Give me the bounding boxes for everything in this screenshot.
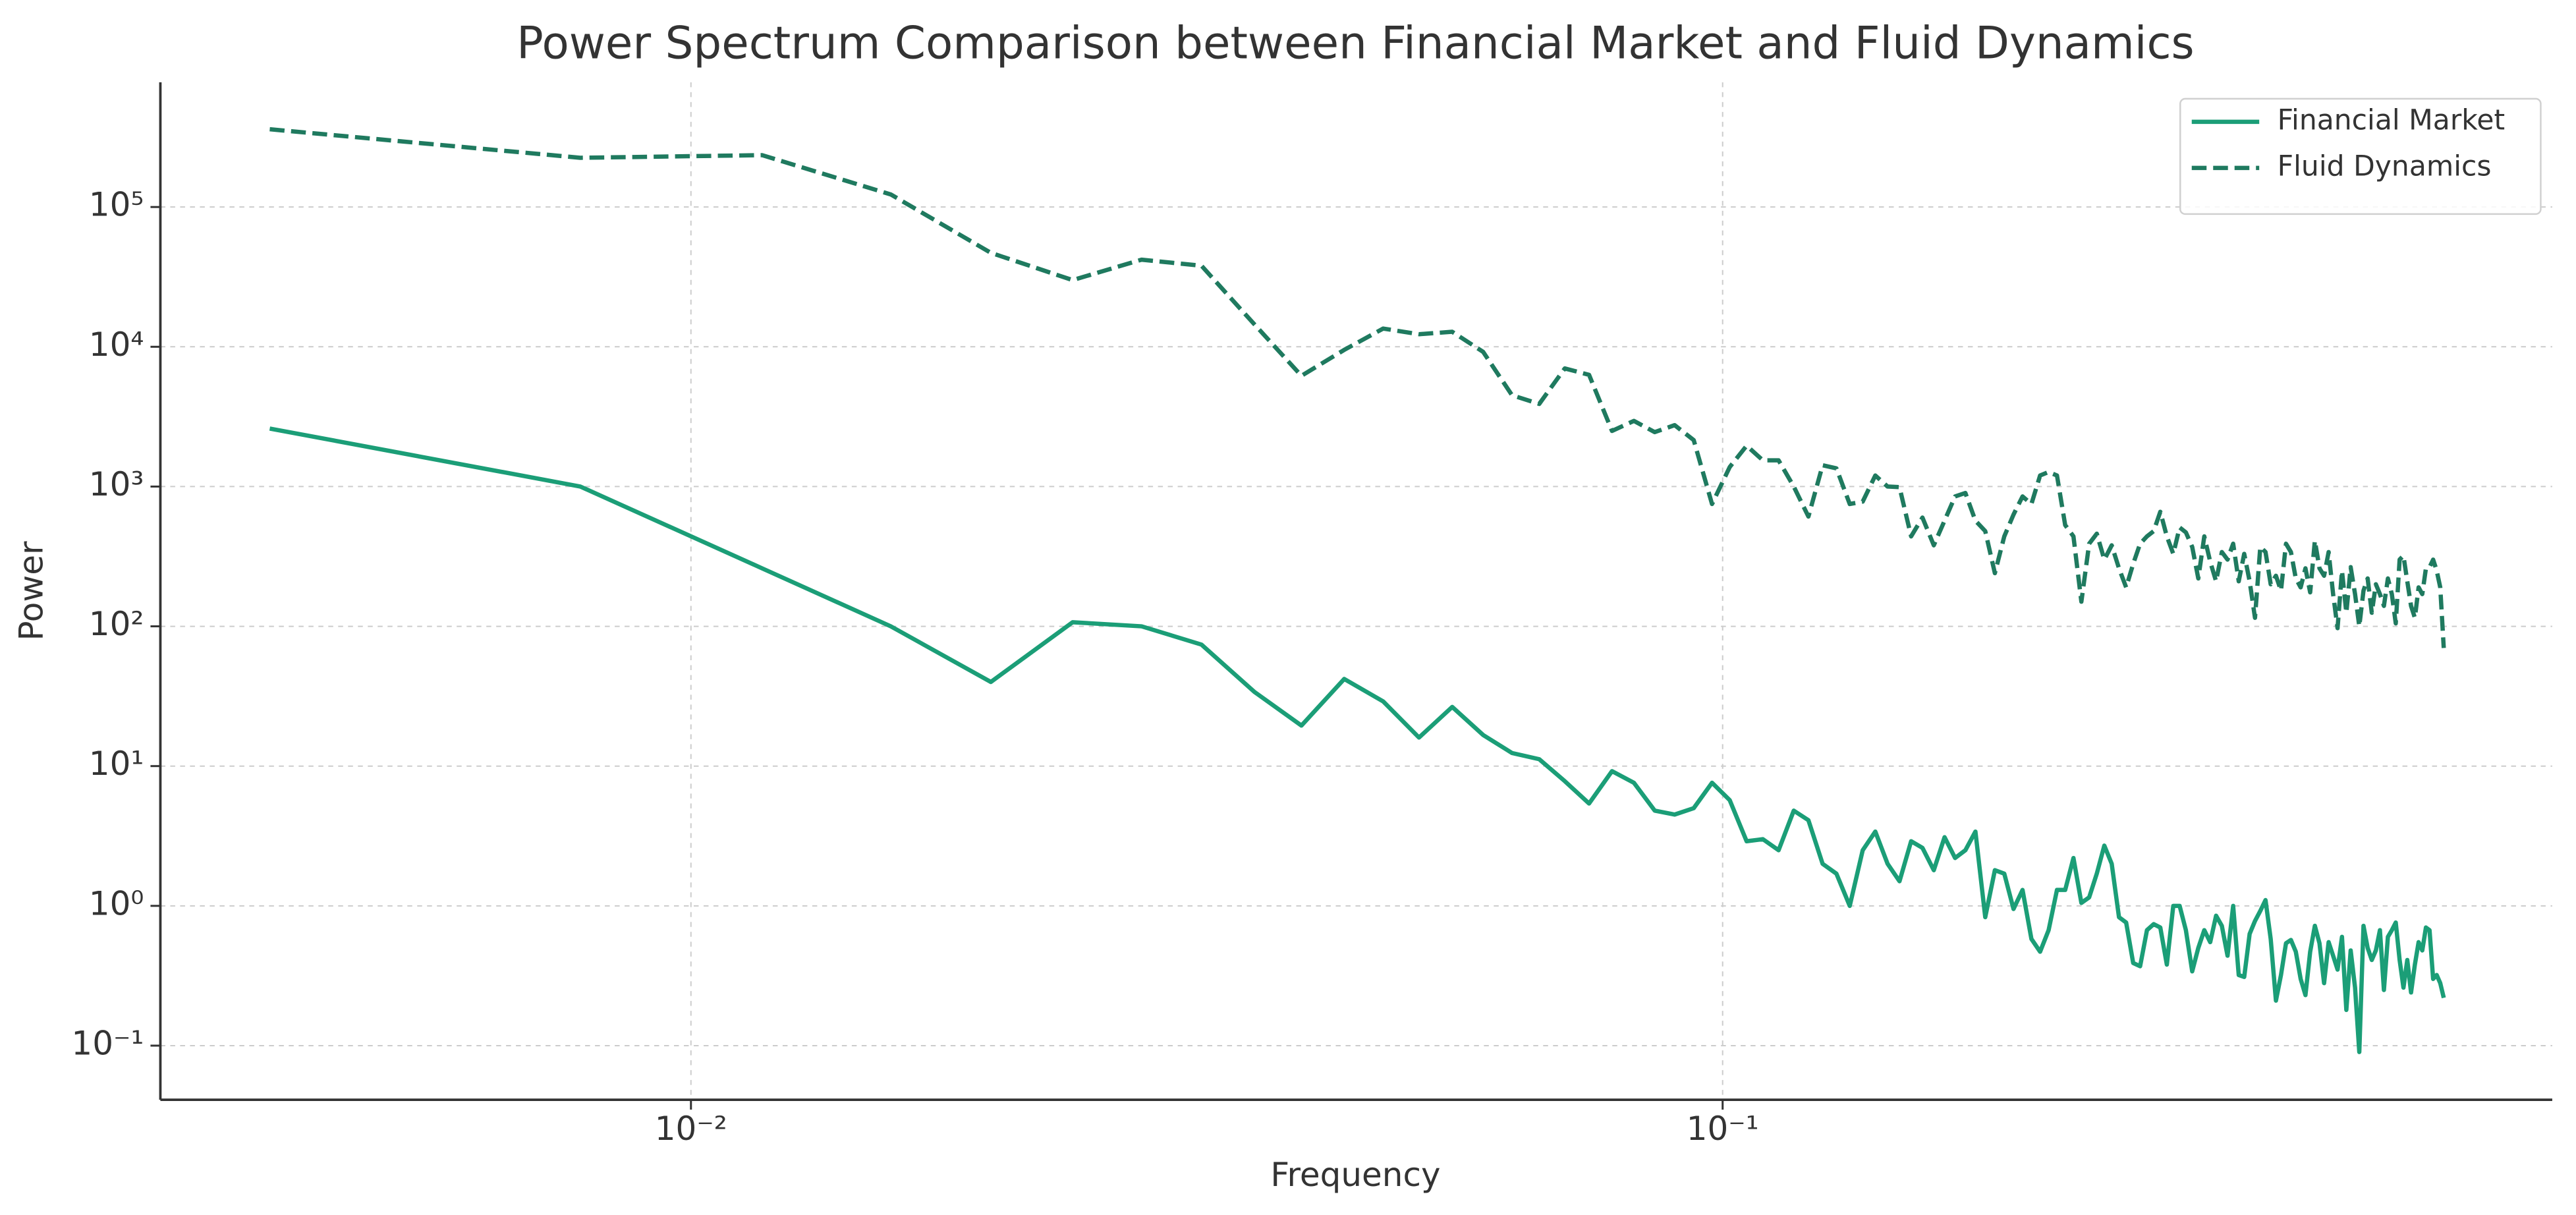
- y-axis-label: Power: [13, 541, 51, 641]
- y-tick-label: 10¹: [89, 745, 144, 783]
- legend-label: Financial Market: [2278, 104, 2505, 136]
- series-line: [269, 426, 2446, 1054]
- lines: [269, 127, 2446, 1054]
- y-tick-label: 10⁻¹: [71, 1024, 144, 1062]
- y-tick-label: 10³: [89, 465, 144, 503]
- legend-label: Fluid Dynamics: [2278, 150, 2492, 183]
- chart-title: Power Spectrum Comparison between Financ…: [517, 17, 2194, 69]
- y-tick-label: 10²: [89, 605, 144, 643]
- grid: [160, 82, 2552, 1100]
- ticks: 10⁻¹ 10⁰ 10¹ 10² 10³ 10⁴ 10⁵ 10⁻² 10⁻¹: [71, 186, 1758, 1148]
- series-line: [269, 127, 2446, 648]
- y-tick-label: 10⁵: [89, 186, 144, 224]
- legend: Financial Market Fluid Dynamics: [2179, 98, 2542, 215]
- x-tick-label: 10⁻¹: [1687, 1110, 1759, 1148]
- x-tick-label: 10⁻²: [655, 1110, 727, 1148]
- x-axis-label: Frequency: [1270, 1156, 1440, 1194]
- y-tick-label: 10⁴: [89, 325, 144, 364]
- y-tick-label: 10⁰: [89, 884, 144, 922]
- legend-box: [2179, 98, 2542, 215]
